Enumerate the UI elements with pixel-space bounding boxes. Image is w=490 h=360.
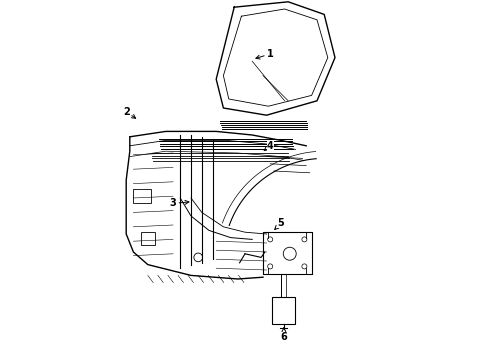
Text: 4: 4	[264, 141, 273, 151]
Text: 3: 3	[170, 198, 189, 208]
Text: 5: 5	[275, 218, 284, 229]
Text: 2: 2	[123, 107, 136, 118]
Text: 1: 1	[256, 49, 273, 59]
Text: 6: 6	[280, 328, 287, 342]
